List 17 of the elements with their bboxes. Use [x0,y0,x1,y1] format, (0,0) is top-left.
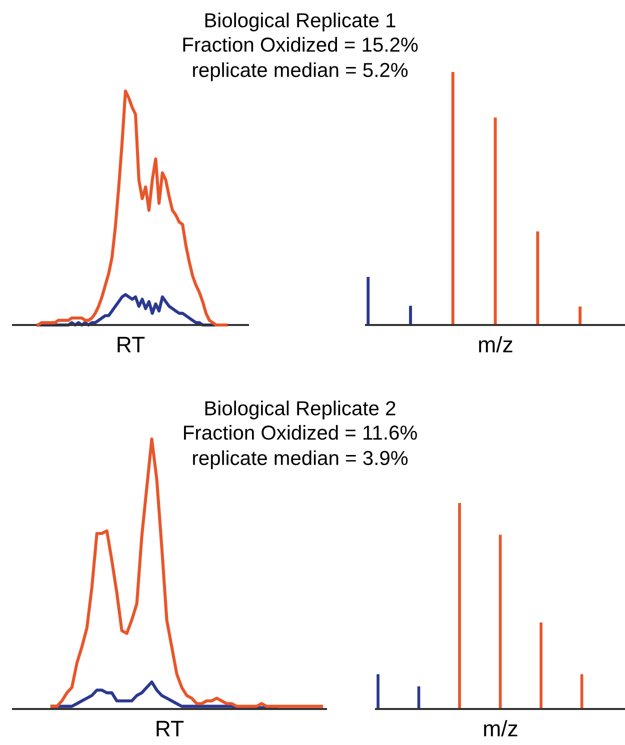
text: Fraction Oxidized = 15.2% replicate median = 5.2% [183,37,418,82]
bar [494,118,497,325]
bar [376,674,380,709]
chart-title: Biological Replicate 2 [205,400,396,420]
bar [540,622,542,709]
bar [451,72,454,325]
bar [409,306,412,325]
bar [578,306,582,325]
bar [366,276,370,325]
bar [536,231,540,325]
x-axis-title: RT [118,336,145,352]
bar [458,503,461,709]
x-axis-title: m/z [479,336,512,352]
text: Biological Replicate 1 [205,12,396,32]
chart-subtitle: Fraction Oxidized = 11.6% replicate median = 3.9% [184,425,417,470]
x-axis-title: RT [156,720,184,736]
x-axis-title: m/z [484,720,518,736]
